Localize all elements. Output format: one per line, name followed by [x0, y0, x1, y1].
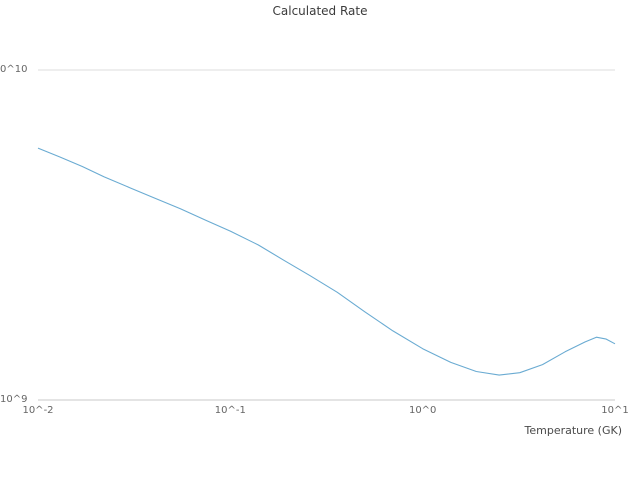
x-tick-label: 10^0	[408, 405, 437, 416]
y-tick-label-bottom: 10^9	[0, 394, 28, 405]
x-tick-label: 10^-1	[214, 405, 246, 416]
x-tick-label: 10^-2	[22, 405, 54, 416]
rate-line-series	[37, 147, 616, 376]
chart-title: Calculated Rate	[272, 4, 368, 18]
x-tick-labels-row: 10^-2 10^-1 10^0 10^1	[0, 405, 640, 419]
x-axis-title: Temperature (GK)	[524, 424, 623, 437]
x-tick-label: 10^1	[601, 405, 629, 416]
y-tick-label-top: 0^10	[0, 64, 28, 75]
